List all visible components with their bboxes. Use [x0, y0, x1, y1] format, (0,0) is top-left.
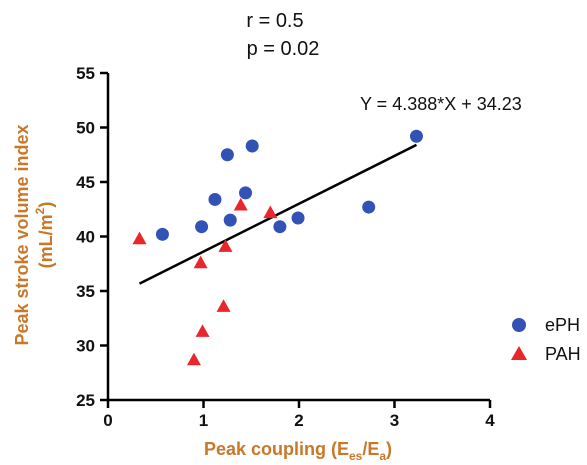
- correlation-r: r = 0.5: [246, 10, 303, 32]
- y-axis-title-sup: 2: [33, 207, 47, 214]
- data-point-ePH: [220, 148, 234, 162]
- y-axis-title-line1: Peak stroke volume index: [12, 124, 32, 345]
- data-points: [132, 129, 423, 366]
- regression-equation: Y = 4.388*X + 34.23: [360, 94, 522, 114]
- y-tick-label: 40: [76, 228, 95, 247]
- x-axis-title-end: ): [386, 439, 392, 459]
- data-point-PAH: [263, 205, 278, 219]
- svg-text:(mL/m2): (mL/m2): [33, 202, 56, 269]
- x-tick-label: 1: [199, 411, 208, 430]
- x-axis-title-main: Peak coupling (E: [204, 439, 349, 459]
- data-point-PAH: [132, 231, 147, 245]
- tick-labels: 25 30 35 40 45 50 55 0 1 2 3 4: [76, 64, 495, 430]
- data-point-ePH: [291, 211, 305, 225]
- svg-text:Peak stroke volume index: Peak stroke volume index: [12, 124, 32, 345]
- x-axis-title-mid: /E: [362, 439, 379, 459]
- x-axis-title-sub1: es: [349, 449, 363, 463]
- legend-label-PAH: PAH: [545, 344, 581, 364]
- data-point-ePH: [273, 220, 287, 234]
- data-point-PAH: [233, 197, 248, 211]
- x-axis-title-sub2: a: [379, 449, 386, 463]
- legend-marker-ePH: [512, 318, 526, 332]
- y-tick-label: 25: [76, 391, 95, 410]
- y-tick-label: 45: [76, 173, 95, 192]
- data-point-ePH: [362, 200, 376, 214]
- data-point-ePH: [245, 139, 259, 153]
- data-point-PAH: [216, 299, 231, 312]
- data-point-ePH: [208, 192, 222, 206]
- legend-marker-PAH: [511, 346, 527, 360]
- x-tick-label: 0: [103, 411, 112, 430]
- y-tick-label: 55: [76, 64, 95, 83]
- y-axis-title-line2: (mL/m: [36, 214, 56, 268]
- axes: [100, 71, 492, 408]
- regression-line: [138, 143, 418, 285]
- x-axis-title: Peak coupling (Ees/Ea): [204, 439, 392, 463]
- data-point-ePH: [239, 186, 253, 200]
- x-tick-label: 4: [485, 411, 495, 430]
- x-tick-label: 2: [294, 411, 303, 430]
- y-tick-label: 50: [76, 119, 95, 138]
- data-point-ePH: [155, 227, 169, 241]
- data-point-PAH: [186, 352, 201, 366]
- data-point-PAH: [195, 324, 210, 337]
- data-point-PAH: [193, 255, 208, 269]
- data-point-PAH: [218, 239, 233, 252]
- p-value: p = 0.02: [247, 38, 320, 60]
- regression-line-group: [138, 143, 418, 285]
- data-point-ePH: [195, 220, 209, 234]
- x-tick-label: 3: [390, 411, 399, 430]
- y-axis-title: Peak stroke volume index (mL/m2): [12, 124, 56, 345]
- legend: ePH PAH: [511, 315, 581, 364]
- y-tick-label: 35: [76, 282, 95, 301]
- y-tick-label: 30: [76, 337, 95, 356]
- y-axis-title-end: ): [36, 202, 56, 208]
- legend-label-ePH: ePH: [545, 315, 580, 335]
- data-point-ePH: [223, 213, 237, 227]
- data-point-ePH: [409, 129, 423, 143]
